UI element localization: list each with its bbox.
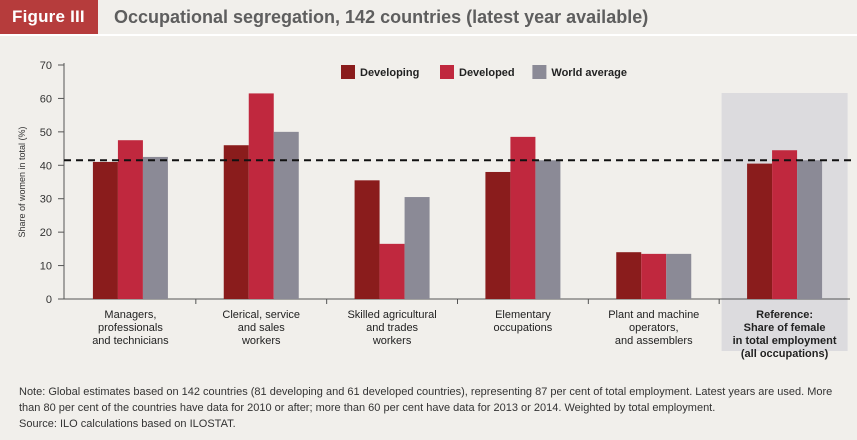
legend-swatch	[440, 65, 454, 79]
bar-world-average	[404, 197, 430, 299]
bar-developing	[616, 252, 642, 299]
bar-world-average	[273, 131, 299, 299]
occupational-segregation-chart: 0 10 20 30 40 50 60 70 Share of women in total (…	[17, 60, 852, 360]
y-tick-label: 70	[40, 60, 52, 72]
y-tick-label: 40	[40, 160, 52, 172]
category-label: Reference: Share of female in total employ…	[733, 309, 837, 360]
y-tick-label: 60	[40, 93, 52, 105]
y-tick-label: 10	[40, 261, 52, 273]
bar-developed	[117, 140, 143, 299]
category-label: Managers, professionals and technicians	[92, 309, 169, 347]
chart-source: Source: ILO calculations based on ILOSTA…	[19, 418, 236, 430]
bar-developing	[485, 171, 511, 299]
y-tick-label: 50	[40, 127, 52, 139]
legend-label: Developing	[360, 67, 419, 79]
bar-developing	[354, 180, 380, 299]
category-label: Clerical, service and sales workers	[222, 309, 300, 347]
bar-developing	[747, 163, 773, 299]
y-tick-label: 30	[40, 194, 52, 206]
chart-note: Note: Global estimates based on 142 coun…	[19, 386, 833, 414]
y-axis-label: Share of women in total (%)	[17, 126, 27, 237]
y-tick-label: 20	[40, 227, 52, 239]
bar-developed	[641, 253, 667, 299]
figure-header: Figure III Occupational segregation, 142…	[0, 0, 857, 36]
bar-developed	[379, 243, 405, 299]
bar-developing	[223, 145, 249, 299]
bar-developed	[510, 136, 536, 299]
legend-swatch	[341, 65, 355, 79]
legend-swatch	[532, 65, 547, 79]
figure-title: Occupational segregation, 142 countries …	[114, 7, 649, 27]
bar-world-average	[142, 156, 168, 299]
category-label: Plant and machine operators, and assembler…	[608, 309, 699, 347]
category-label: Elementary occupations	[494, 309, 553, 334]
bar-developed	[772, 150, 798, 299]
category-label: Skilled agricultural and trades workers	[347, 309, 436, 347]
bar-world-average	[535, 160, 561, 299]
legend-label: World average	[551, 67, 627, 79]
figure-label: Figure III	[0, 0, 98, 34]
bar-developed	[248, 93, 274, 299]
bar-world-average	[797, 160, 823, 299]
bar-developing	[92, 161, 118, 299]
bar-world-average	[666, 253, 692, 299]
y-tick-label: 0	[46, 294, 52, 306]
legend-label: Developed	[459, 67, 515, 79]
header-divider	[0, 34, 857, 36]
